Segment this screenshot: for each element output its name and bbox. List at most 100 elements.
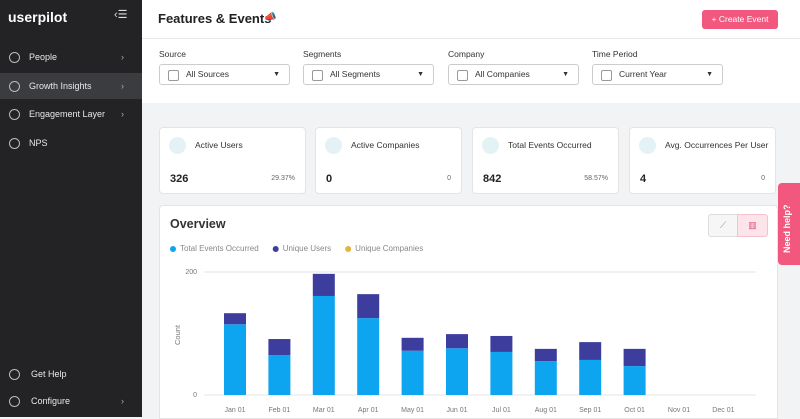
card-title: Total Events Occurred <box>508 140 592 150</box>
divider <box>142 38 800 39</box>
nav-item[interactable]: Configure › <box>0 388 142 414</box>
bar-segment <box>268 339 291 356</box>
legend-dot <box>170 246 176 252</box>
bar-segment <box>534 348 557 362</box>
need-help-tab[interactable]: Need help? <box>778 183 800 265</box>
nav-label: People <box>29 52 58 62</box>
bar-segment <box>579 342 602 360</box>
nav-item[interactable]: Engagement Layer › <box>0 101 142 127</box>
nav-item-active[interactable]: Growth Insights › <box>0 73 142 99</box>
filter-value: All Segments <box>330 69 381 79</box>
card-title: Active Users <box>195 140 243 150</box>
x-tick-label: May 01 <box>401 407 424 414</box>
bar-segment <box>401 350 424 395</box>
card-title: Avg. Occurrences Per User <box>665 140 769 150</box>
x-tick-label: Jun 01 <box>446 407 467 414</box>
card-icon <box>482 137 499 154</box>
filter-icon <box>312 70 323 81</box>
card-trend: 29.37% <box>271 175 295 182</box>
page-title: Features & Events <box>158 11 272 26</box>
legend-dot <box>272 246 279 252</box>
dropdown-arrow: ▼ <box>273 71 280 78</box>
stat-card: Total Events Occurred 842 58.57% <box>472 127 619 194</box>
nav-label: Engagement Layer <box>29 109 106 119</box>
stat-card: Active Users 326 29.37% <box>159 127 306 194</box>
bar-view-toggle[interactable]: ▥ <box>737 214 768 237</box>
filter-value: All Companies <box>475 69 530 79</box>
card-icon <box>325 137 342 154</box>
bar-segment <box>623 348 646 367</box>
overview-title: Overview <box>170 217 226 231</box>
line-view-toggle[interactable]: ⟋ <box>708 214 738 237</box>
x-tick-label: Nov 01 <box>668 407 690 414</box>
filter-select[interactable]: All Sources ▼ <box>159 64 290 85</box>
card-trend: 58.57% <box>584 175 608 182</box>
filter-label: Time Period <box>592 49 638 59</box>
card-trend: 0 <box>761 175 765 182</box>
x-tick-label: Oct 01 <box>624 407 645 414</box>
x-tick-label: Aug 01 <box>535 407 557 414</box>
card-value: 0 <box>326 173 333 185</box>
card-trend: 0 <box>447 175 451 182</box>
filter-label: Company <box>448 49 485 59</box>
bar-segment <box>623 366 646 395</box>
bar-segment <box>490 335 513 352</box>
x-tick-label: Jan 01 <box>224 407 245 414</box>
overview-panel <box>159 205 778 419</box>
dropdown-arrow: ▼ <box>417 71 424 78</box>
dropdown-arrow: ▼ <box>706 71 713 78</box>
filter-icon <box>457 70 468 81</box>
chart: Count 0 200 Total Events Occurred Unique Us… <box>170 244 756 414</box>
filter-value: Current Year <box>619 69 667 79</box>
y-axis-label: Count <box>173 324 182 345</box>
bar-segment <box>224 324 246 395</box>
sidebar: userpilot ‹☰ People › Growth Insights › En… <box>0 0 142 417</box>
bar-segment <box>446 334 468 349</box>
filter-select[interactable]: All Segments ▼ <box>303 64 434 85</box>
nav-label: Growth Insights <box>29 81 92 91</box>
bar-segment <box>446 348 468 395</box>
legend-label: Unique Users <box>283 244 331 253</box>
nav-item[interactable]: Get Help <box>0 361 142 387</box>
filter-value: All Sources <box>186 69 229 79</box>
y-tick-label: 0 <box>193 392 197 399</box>
y-tick-label: 200 <box>185 269 197 276</box>
x-tick-label: Feb 01 <box>269 407 291 414</box>
nav-item[interactable]: People › <box>0 44 142 70</box>
card-title: Active Companies <box>351 140 420 150</box>
dropdown-arrow: ▼ <box>562 71 569 78</box>
logo: userpilot <box>8 9 68 25</box>
card-icon <box>639 137 656 154</box>
x-tick-label: Mar 01 <box>313 407 335 414</box>
card-icon <box>169 137 186 154</box>
x-tick-label: Apr 01 <box>358 407 379 414</box>
filter-icon <box>601 70 612 81</box>
bar-segment <box>579 359 602 395</box>
stat-card: Active Companies 0 0 <box>315 127 462 194</box>
legend-dot <box>345 246 352 252</box>
nav-label: Get Help <box>31 369 67 379</box>
filter-select[interactable]: Current Year ▼ <box>592 64 723 85</box>
legend-label: Total Events Occurred <box>180 244 259 253</box>
bar-segment <box>401 337 424 351</box>
card-value: 326 <box>170 173 189 185</box>
card-value: 842 <box>483 173 502 185</box>
nav-label: NPS <box>29 138 48 148</box>
card-value: 4 <box>640 173 647 185</box>
bar-segment <box>224 313 246 325</box>
create-event-button[interactable]: + Create Event <box>702 10 778 29</box>
bar-segment <box>268 355 291 395</box>
bar-segment <box>490 351 513 395</box>
filter-icon <box>168 70 179 81</box>
filter-select[interactable]: All Companies ▼ <box>448 64 579 85</box>
x-tick-label: Sep 01 <box>579 407 601 414</box>
nav-item[interactable]: NPS <box>0 130 142 156</box>
x-tick-label: Jul 01 <box>492 407 511 414</box>
collapse-button[interactable]: ‹☰ <box>114 9 128 21</box>
nav-label: Configure <box>31 396 71 406</box>
header-panel <box>142 0 800 103</box>
filter-label: Source <box>159 49 186 59</box>
bar-segment <box>534 361 557 395</box>
x-tick-label: Dec 01 <box>712 407 734 414</box>
